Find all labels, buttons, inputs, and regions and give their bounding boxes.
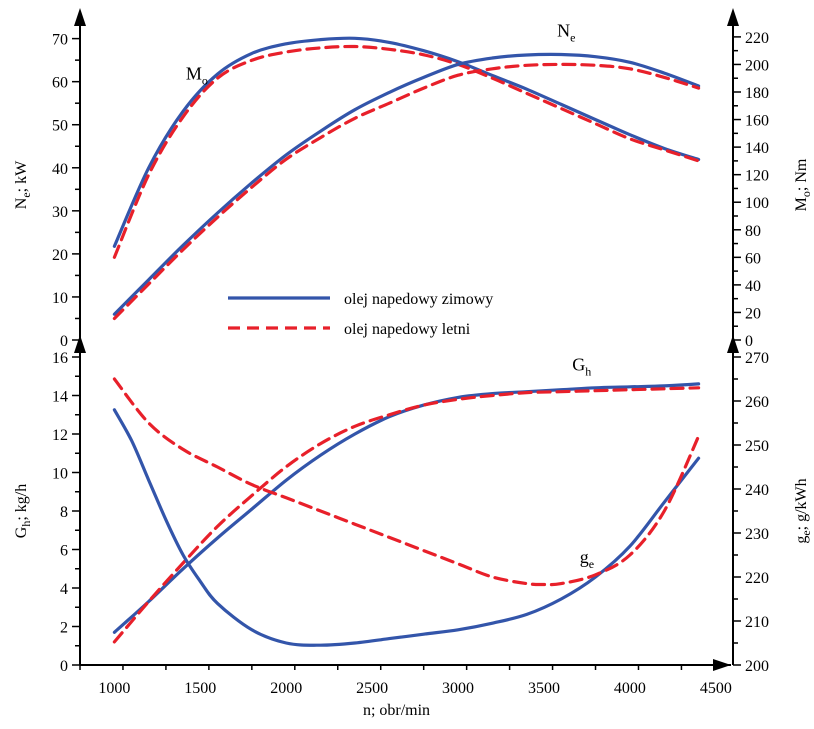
- axes-layer: 0102030405060700204060801001201401601802…: [13, 8, 813, 719]
- x-tick-label: 2500: [356, 680, 388, 697]
- right-tick-label: 260: [745, 394, 769, 411]
- right-tick-label: 80: [745, 223, 761, 240]
- left-axis-arrow: [74, 335, 86, 353]
- curve-label-sub: e: [570, 30, 575, 44]
- curve-label: ge: [580, 547, 594, 571]
- right-tick-label: 40: [745, 278, 761, 295]
- series-line: [112, 62, 701, 321]
- left-tick-label: 40: [52, 161, 68, 178]
- left-tick-label: 0: [60, 333, 68, 350]
- right-axis-arrow: [727, 335, 739, 353]
- x-axis-title: n; obr/min: [363, 702, 430, 719]
- left-tick-label: 6: [60, 543, 68, 560]
- left-axis-title-main: G: [13, 526, 30, 538]
- legend: olej napedowy zimowy olej napedowy letni: [228, 291, 493, 338]
- x-tick-label: 4500: [700, 680, 732, 697]
- left-tick-label: 10: [52, 466, 68, 483]
- left-tick-label: 50: [52, 118, 68, 135]
- curve-label-main: g: [580, 547, 589, 567]
- x-tick-label: 1500: [184, 680, 216, 697]
- legend-label: olej napedowy zimowy: [344, 291, 493, 308]
- right-axis-title-main: M: [793, 197, 810, 211]
- right-tick-label: 20: [745, 305, 761, 322]
- left-axis-title: Ne; kW: [13, 160, 33, 209]
- right-axis-title-sub: e: [799, 530, 813, 535]
- series-line: [112, 377, 701, 587]
- x-tick-label: 4000: [614, 680, 646, 697]
- series-line: [112, 386, 701, 644]
- right-tick-label: 140: [745, 140, 769, 157]
- left-tick-label: 20: [52, 247, 68, 264]
- left-tick-label: 16: [52, 350, 68, 367]
- curve-label: Mo: [186, 64, 208, 88]
- right-tick-label: 210: [745, 614, 769, 631]
- right-tick-label: 0: [745, 333, 753, 350]
- right-tick-label: 120: [745, 168, 769, 185]
- x-axis-arrow: [713, 659, 731, 671]
- left-axis-title-sub: e: [19, 192, 33, 197]
- right-axis-title-rest: ; Nm: [793, 158, 810, 191]
- right-axis-title: ge; g/kWh: [793, 478, 813, 543]
- right-tick-label: 220: [745, 30, 769, 47]
- left-axis-title-rest: ; kg/h: [13, 484, 30, 521]
- left-tick-label: 4: [60, 581, 68, 598]
- right-tick-label: 200: [745, 57, 769, 74]
- series-line: [112, 52, 701, 316]
- curve-label-main: M: [186, 64, 202, 84]
- right-axis-title: Mo; Nm: [793, 158, 813, 211]
- right-tick-label: 180: [745, 85, 769, 102]
- series-line: [112, 36, 701, 248]
- series-line: [112, 44, 701, 259]
- left-tick-label: 70: [52, 32, 68, 49]
- left-tick-label: 12: [52, 427, 68, 444]
- curve-label-main: G: [572, 354, 585, 374]
- right-tick-label: 200: [745, 658, 769, 675]
- curve-label: Ne: [557, 20, 575, 44]
- series-line: [112, 408, 701, 647]
- left-axis-title-sub: h: [19, 521, 33, 527]
- right-tick-label: 270: [745, 350, 769, 367]
- right-axis-arrow: [727, 8, 739, 26]
- curve-label-sub: h: [585, 364, 591, 378]
- right-tick-label: 240: [745, 482, 769, 499]
- series-layer: [112, 36, 701, 647]
- x-tick-label: 1000: [98, 680, 130, 697]
- left-tick-label: 14: [52, 389, 68, 406]
- left-tick-label: 2: [60, 620, 68, 637]
- left-axis-title: Gh; kg/h: [13, 484, 33, 538]
- left-tick-label: 30: [52, 204, 68, 221]
- left-axis-title-rest: ; kW: [13, 160, 30, 192]
- right-tick-label: 230: [745, 526, 769, 543]
- right-axis-title-sub: o: [799, 191, 813, 197]
- curve-label-sub: e: [589, 557, 594, 571]
- curve-label-sub: o: [202, 74, 208, 88]
- x-tick-label: 3500: [528, 680, 560, 697]
- right-tick-label: 60: [745, 250, 761, 267]
- series-line: [112, 382, 701, 634]
- right-axis-title-main: g: [793, 536, 810, 544]
- curve-label-main: N: [557, 20, 570, 40]
- x-tick-label: 2000: [270, 680, 302, 697]
- left-tick-label: 60: [52, 75, 68, 92]
- right-tick-label: 100: [745, 195, 769, 212]
- right-tick-label: 250: [745, 438, 769, 455]
- left-tick-label: 10: [52, 290, 68, 307]
- left-tick-label: 8: [60, 504, 68, 521]
- left-tick-label: 0: [60, 658, 68, 675]
- left-axis-title-main: N: [13, 197, 30, 209]
- left-axis-arrow: [74, 8, 86, 26]
- right-axis-title-rest: ; g/kWh: [793, 478, 810, 530]
- legend-label: olej napedowy letni: [344, 321, 471, 338]
- curve-label: Gh: [572, 354, 591, 378]
- right-tick-label: 160: [745, 113, 769, 130]
- x-tick-label: 3000: [442, 680, 474, 697]
- right-tick-label: 220: [745, 570, 769, 587]
